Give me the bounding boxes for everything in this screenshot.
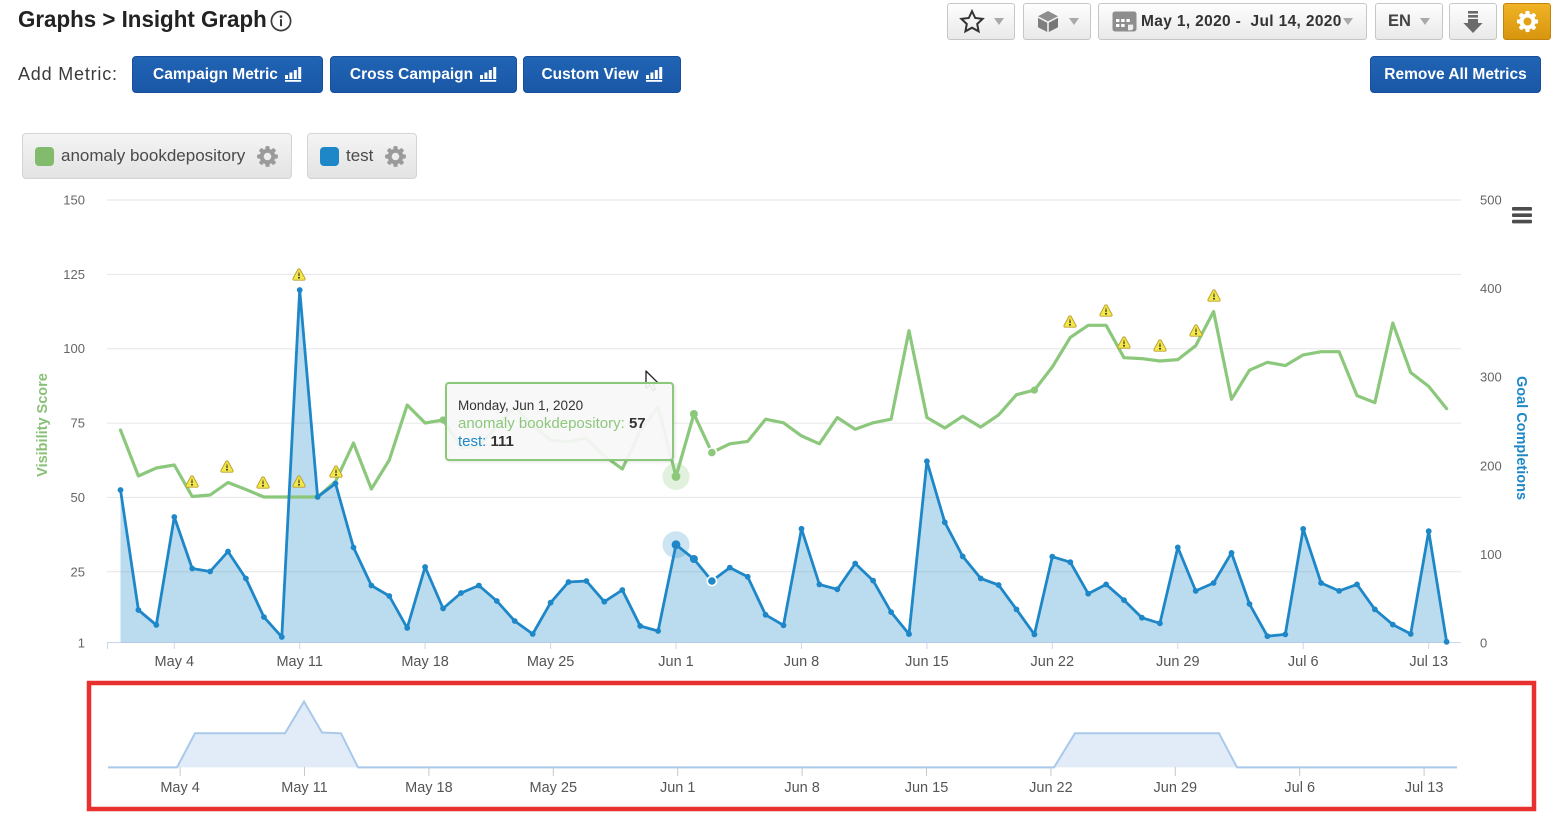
svg-text:May 4: May 4	[160, 780, 200, 796]
svg-text:Jul 13: Jul 13	[1405, 780, 1444, 796]
svg-text:500: 500	[1480, 193, 1502, 208]
svg-text:50: 50	[71, 490, 85, 505]
svg-text:Goal Completions: Goal Completions	[1513, 376, 1529, 500]
svg-text:Jun 8: Jun 8	[784, 780, 819, 796]
svg-text:75: 75	[71, 416, 85, 431]
svg-text:May 18: May 18	[405, 780, 453, 796]
svg-text:300: 300	[1480, 370, 1502, 385]
svg-text:Jun 22: Jun 22	[1029, 780, 1073, 796]
svg-text:May 25: May 25	[527, 654, 575, 670]
svg-text:100: 100	[1480, 547, 1502, 562]
svg-text:150: 150	[63, 193, 85, 208]
svg-text:Visibility Score: Visibility Score	[35, 373, 51, 477]
svg-text:Jul 6: Jul 6	[1288, 654, 1319, 670]
svg-text:Jun 15: Jun 15	[905, 780, 949, 796]
svg-text:Jul 6: Jul 6	[1284, 780, 1315, 796]
svg-text:Jun 1: Jun 1	[660, 780, 695, 796]
svg-text:May 25: May 25	[530, 780, 578, 796]
svg-text:Jun 1: Jun 1	[658, 654, 693, 670]
svg-text:125: 125	[63, 267, 85, 282]
svg-text:May 4: May 4	[155, 654, 195, 670]
svg-text:25: 25	[71, 564, 85, 579]
svg-text:Jun 15: Jun 15	[905, 654, 949, 670]
svg-text:0: 0	[1480, 636, 1487, 651]
svg-text:Jun 29: Jun 29	[1154, 780, 1198, 796]
svg-text:Jun 29: Jun 29	[1156, 654, 1200, 670]
svg-text:Jul 13: Jul 13	[1409, 654, 1448, 670]
svg-text:200: 200	[1480, 458, 1502, 473]
svg-text:Jun 22: Jun 22	[1031, 654, 1075, 670]
svg-text:May 11: May 11	[281, 780, 327, 796]
svg-text:May 11: May 11	[276, 654, 322, 670]
svg-text:May 18: May 18	[401, 654, 449, 670]
svg-text:1: 1	[78, 636, 85, 651]
svg-text:Jun 8: Jun 8	[784, 654, 819, 670]
svg-text:400: 400	[1480, 281, 1502, 296]
svg-text:100: 100	[63, 341, 85, 356]
